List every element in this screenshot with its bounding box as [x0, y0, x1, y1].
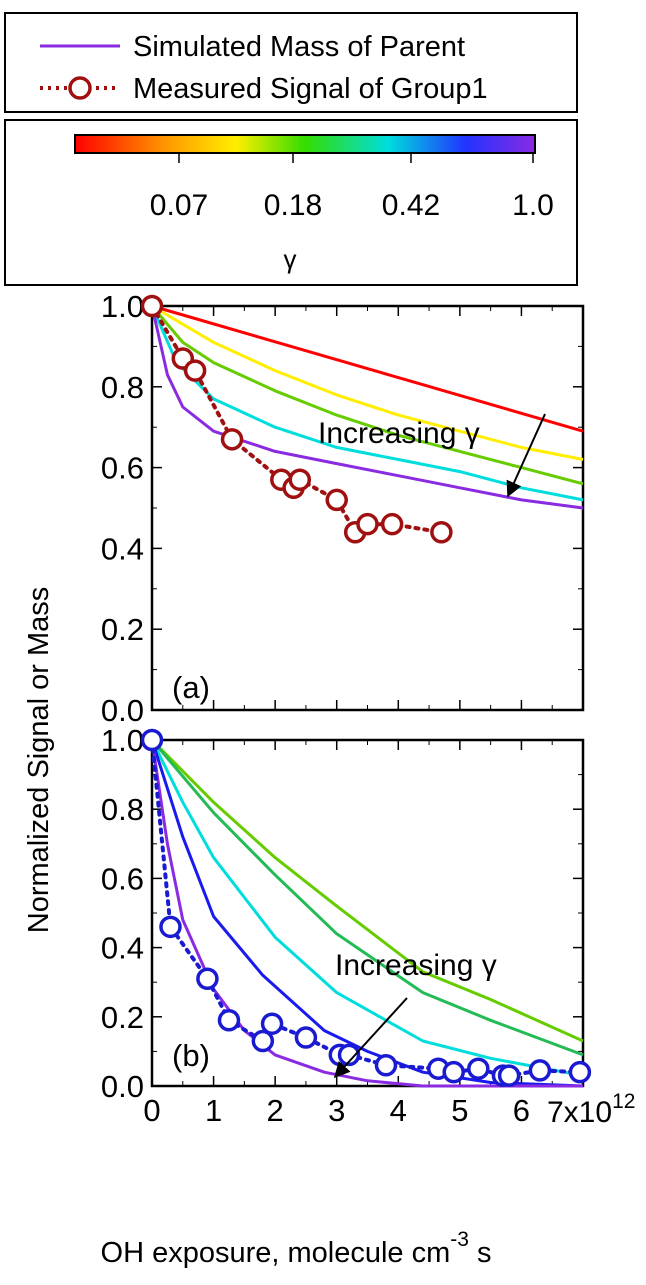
measured-point — [325, 488, 348, 512]
measured-point — [217, 1009, 241, 1032]
plot-frame — [150, 738, 585, 1088]
y-tick-label: 0.4 — [101, 931, 144, 966]
series-line-1 — [150, 739, 584, 1057]
y-tick-label: 0.2 — [101, 1000, 144, 1035]
legend-swatch-measured — [40, 76, 120, 100]
legend-marker-circle — [68, 76, 92, 100]
legend: Simulated Mass of Parent Measured Signal… — [4, 12, 578, 113]
measured-point — [140, 728, 164, 752]
colorbar-gradient — [74, 134, 536, 154]
measured-point — [196, 967, 219, 990]
panel-b: 0.0 0.2 0.4 0.6 0.8 1.0 0 1 2 3 4 5 6 Increasing γ (b) — [101, 723, 592, 1128]
colorbar-tick: 0.42 — [382, 189, 440, 222]
panel-a: 0.0 0.2 0.4 0.6 0.8 1.0 Increasing γ (a) — [101, 289, 585, 728]
measured-point — [356, 512, 379, 536]
y-tick-label: 0.0 — [101, 693, 144, 728]
series-line-0 — [151, 304, 584, 433]
y-tick-label: 0.0 — [101, 1069, 144, 1104]
y-tick-label: 1.0 — [101, 723, 144, 758]
plot-frame — [150, 304, 585, 712]
colorbar-tick: 1.0 — [512, 189, 554, 222]
measured-point — [568, 1060, 592, 1084]
y-tick-label: 0.6 — [101, 451, 144, 486]
measured-point — [288, 468, 312, 491]
measured-point — [159, 915, 182, 939]
series-line-3 — [150, 739, 584, 1088]
panel-label: (b) — [172, 1038, 210, 1073]
measured-point — [294, 1026, 318, 1049]
series-line-2 — [150, 739, 584, 1078]
measured-point — [442, 1060, 465, 1084]
x-axis-label: OH exposure, molecule cm-3 s — [101, 1228, 492, 1269]
measured-point — [260, 1012, 284, 1035]
x-tick-label: 6 — [513, 1093, 530, 1128]
series-line-2 — [150, 305, 584, 486]
measured-point — [528, 1059, 552, 1082]
measured-point — [380, 512, 404, 536]
y-tick-label: 1.0 — [101, 289, 144, 324]
legend-label-measured: Measured Signal of Group1 — [133, 73, 488, 105]
colorbar-label: γ — [284, 244, 297, 274]
x-tick-label: 3 — [328, 1093, 345, 1128]
measured-point — [220, 428, 244, 451]
measured-point — [430, 520, 453, 544]
measured-point — [497, 1064, 521, 1087]
colorbar-tick: 0.18 — [264, 189, 322, 222]
y-tick-label: 0.6 — [101, 861, 144, 896]
annotation-arrow — [333, 997, 408, 1079]
series-line-4 — [150, 305, 584, 510]
measured-point — [251, 1029, 275, 1053]
y-axis-label: Normalized Signal or Mass — [23, 587, 55, 934]
annotation-text: Increasing γ — [335, 949, 497, 982]
x-tick-label: 5 — [451, 1093, 468, 1128]
measured-point — [467, 1057, 490, 1080]
x-tick-label: 2 — [267, 1093, 284, 1128]
annotation-text: Increasing γ — [318, 417, 480, 450]
x-tick-label: 0 — [143, 1093, 160, 1128]
panel-label: (a) — [172, 670, 210, 705]
y-tick-label: 0.8 — [101, 370, 144, 405]
y-tick-label: 0.2 — [101, 612, 144, 647]
y-tick-label: 0.8 — [101, 792, 144, 827]
measured-point — [183, 359, 207, 382]
annotation-arrow — [506, 413, 546, 498]
measured-point — [374, 1053, 398, 1077]
colorbar: 0.07 0.18 0.42 1.0 γ — [4, 119, 578, 286]
legend-label-simulated: Simulated Mass of Parent — [133, 31, 465, 63]
x-tick-label: 4 — [390, 1093, 407, 1128]
x-multiplier: 7x1012 — [547, 1090, 635, 1129]
series-line-0 — [150, 738, 584, 1043]
y-tick-label: 0.4 — [101, 531, 144, 566]
measured-point — [140, 294, 164, 318]
x-tick-label: 1 — [205, 1093, 222, 1128]
colorbar-tick: 0.07 — [150, 189, 208, 222]
series-line-1 — [151, 304, 584, 461]
